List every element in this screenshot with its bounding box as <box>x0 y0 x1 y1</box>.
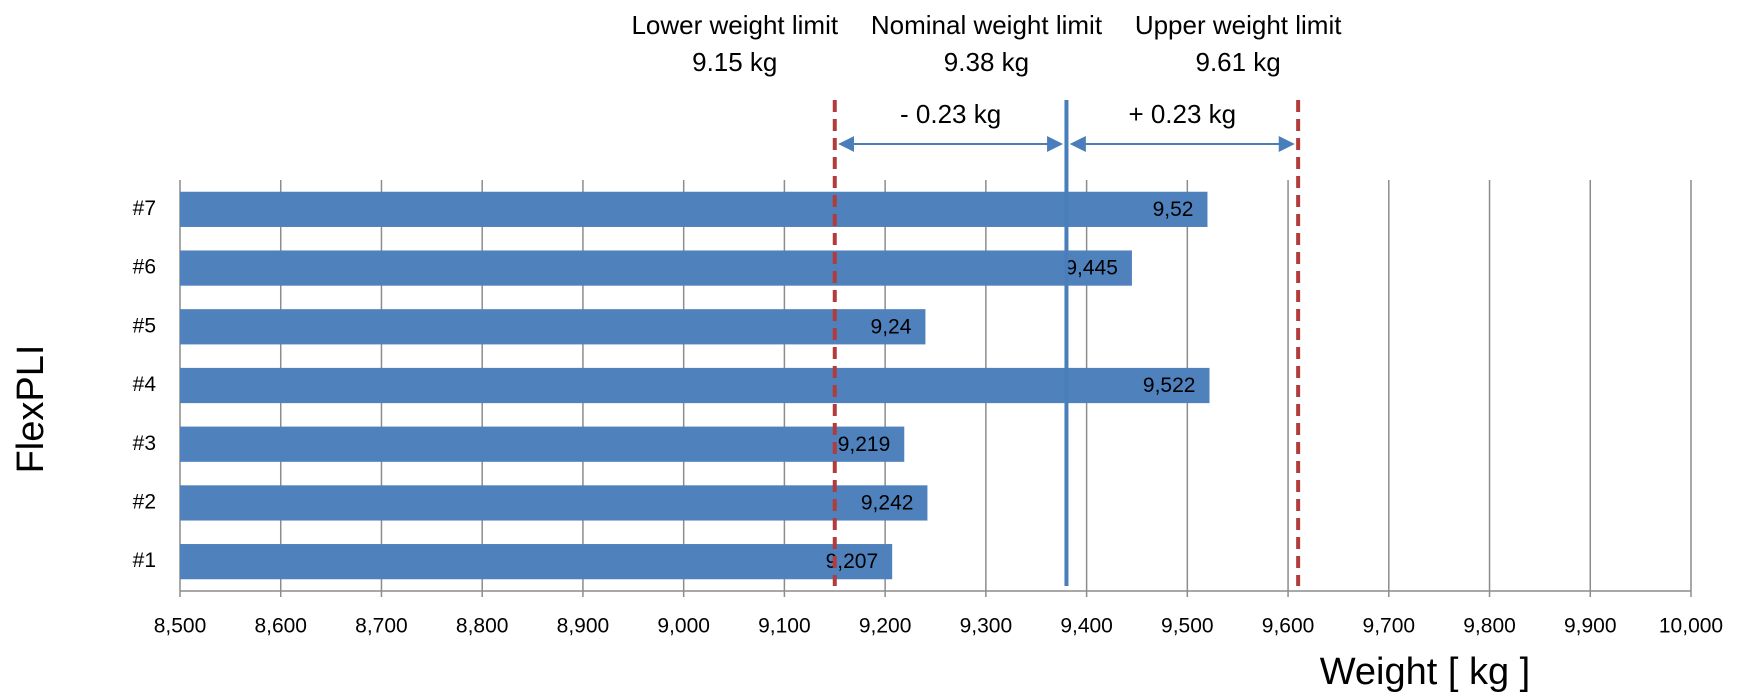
y-tick-label: #1 <box>133 549 156 572</box>
span-label: + 0.23 kg <box>1128 99 1236 129</box>
reference-name: Upper weight limit <box>1135 10 1342 40</box>
x-tick-label: 9,300 <box>960 615 1013 638</box>
bar <box>180 191 1208 227</box>
data-label: 9,522 <box>1143 374 1196 397</box>
x-tick-label: 8,900 <box>557 615 610 638</box>
reference-value: 9.38 kg <box>944 47 1029 77</box>
x-axis-title: Weight [ kg ] <box>1320 651 1531 693</box>
reference-name: Lower weight limit <box>631 10 838 40</box>
x-tick-label: 9,500 <box>1161 615 1214 638</box>
x-tick-label: 10,000 <box>1659 615 1723 638</box>
data-label: 9,219 <box>838 433 891 456</box>
data-label: 9,52 <box>1153 198 1194 221</box>
data-label: 9,445 <box>1065 257 1118 280</box>
bar <box>180 426 905 462</box>
y-tick-label: #3 <box>133 432 156 455</box>
x-tick-label: 9,600 <box>1262 615 1315 638</box>
reference-value: 9.61 kg <box>1195 47 1280 77</box>
x-tick-label: 9,900 <box>1564 615 1617 638</box>
x-tick-label: 9,200 <box>859 615 912 638</box>
y-tick-label: #5 <box>133 314 156 337</box>
x-tick-label: 8,800 <box>456 615 509 638</box>
reference-value: 9.15 kg <box>692 47 777 77</box>
x-tick-label: 9,800 <box>1463 615 1516 638</box>
bar <box>180 250 1132 286</box>
y-axis-title: FlexPLI <box>10 345 52 474</box>
x-tick-label: 9,000 <box>657 615 710 638</box>
bar <box>180 544 893 580</box>
x-tick-label: 8,600 <box>254 615 307 638</box>
reference-name: Nominal weight limit <box>871 10 1103 40</box>
bar <box>180 309 926 345</box>
x-tick-label: 8,500 <box>154 615 207 638</box>
y-tick-label: #2 <box>133 490 156 513</box>
data-label: 9,24 <box>871 315 912 338</box>
x-tick-label: 9,100 <box>758 615 811 638</box>
y-tick-label: #4 <box>133 373 157 396</box>
x-tick-label: 9,400 <box>1060 615 1113 638</box>
x-tick-label: 8,700 <box>355 615 408 638</box>
x-tick-label: 9,700 <box>1363 615 1416 638</box>
bar <box>180 485 928 521</box>
bar <box>180 367 1210 404</box>
data-label: 9,242 <box>861 491 914 514</box>
y-tick-label: #6 <box>133 256 156 279</box>
data-label: 9,207 <box>826 550 879 573</box>
y-tick-label: #7 <box>133 197 156 220</box>
span-label: - 0.23 kg <box>900 99 1001 129</box>
